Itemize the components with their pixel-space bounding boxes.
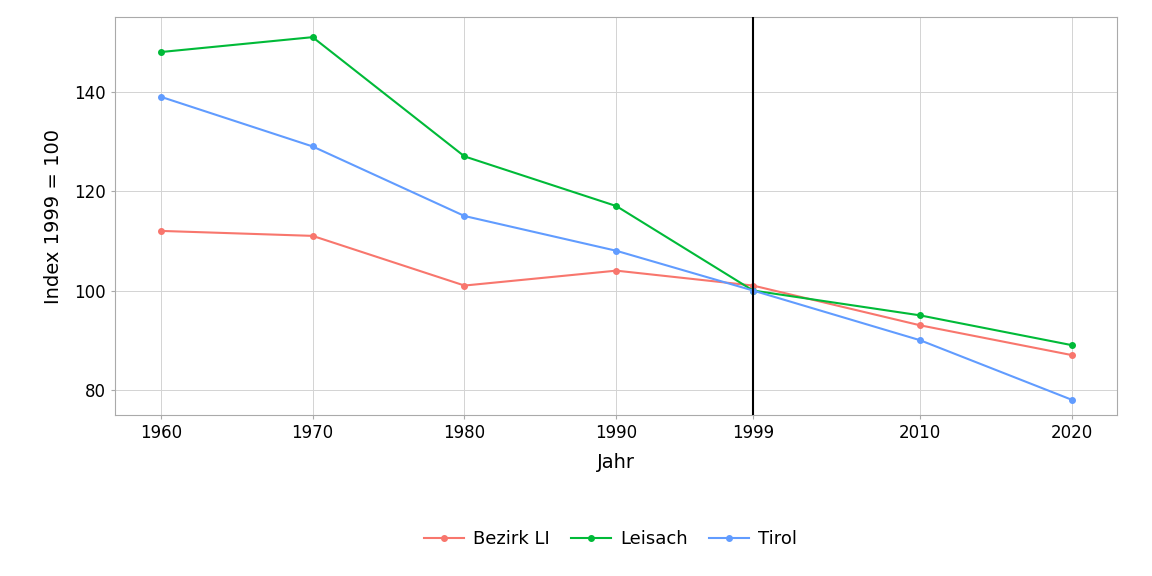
Bezirk LI [746, 282, 760, 289]
Leisach [1064, 342, 1078, 348]
Leisach [154, 48, 168, 55]
Tirol [457, 213, 471, 219]
Bezirk LI [1064, 351, 1078, 358]
Legend: Bezirk LI, Leisach, Tirol: Bezirk LI, Leisach, Tirol [417, 523, 804, 555]
Tirol [609, 247, 623, 254]
Line: Tirol: Tirol [158, 94, 1075, 403]
Tirol [305, 143, 319, 150]
Bezirk LI [609, 267, 623, 274]
Bezirk LI [305, 233, 319, 240]
Leisach [746, 287, 760, 294]
Bezirk LI [154, 228, 168, 234]
Tirol [154, 93, 168, 100]
Tirol [914, 337, 927, 344]
Leisach [305, 34, 319, 41]
Line: Bezirk LI: Bezirk LI [158, 228, 1075, 358]
Tirol [746, 287, 760, 294]
Leisach [914, 312, 927, 319]
Leisach [457, 153, 471, 160]
X-axis label: Jahr: Jahr [598, 453, 635, 472]
Tirol [1064, 396, 1078, 403]
Bezirk LI [457, 282, 471, 289]
Line: Leisach: Leisach [158, 35, 1075, 348]
Bezirk LI [914, 322, 927, 329]
Leisach [609, 203, 623, 210]
Y-axis label: Index 1999 = 100: Index 1999 = 100 [44, 128, 63, 304]
